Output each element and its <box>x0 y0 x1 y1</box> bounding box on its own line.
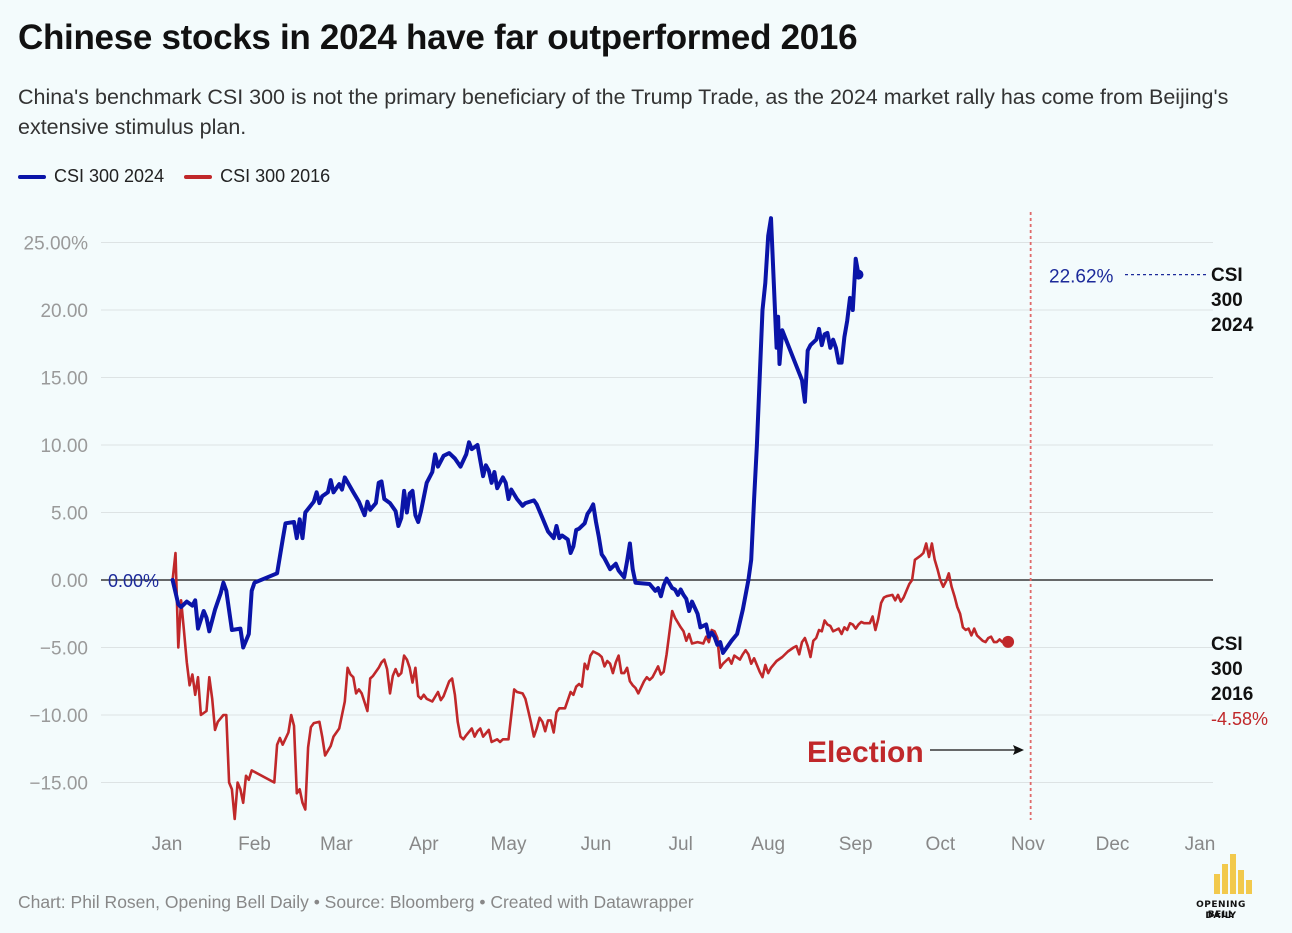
legend-item-2024: CSI 300 2024 <box>18 166 164 187</box>
chart-title: Chinese stocks in 2024 have far outperfo… <box>18 18 858 57</box>
end-label-2016: CSI <box>1211 634 1243 655</box>
election-label: Election <box>807 736 924 769</box>
end-value-2024: 22.62% <box>1049 267 1114 288</box>
end-label-2016: 2016 <box>1211 684 1253 705</box>
end-label-2024: 2024 <box>1211 315 1254 336</box>
y-tick-label: 25.00% <box>24 234 89 255</box>
series-line-2024 <box>170 216 861 655</box>
x-tick-label: Oct <box>926 834 956 855</box>
y-tick-label: −15.00 <box>29 774 88 795</box>
y-tick-label: −5.00 <box>40 639 88 660</box>
legend: CSI 300 2024 CSI 300 2016 <box>18 166 350 187</box>
end-label-2016: 300 <box>1211 659 1243 680</box>
logo-line1: OPENING BELL <box>1196 900 1246 920</box>
x-tick-label: Jan <box>152 834 183 855</box>
y-tick-label: 0.00 <box>51 571 88 592</box>
opening-bell-logo: OPENING BELL DAILY <box>1185 850 1257 925</box>
x-tick-label: Mar <box>320 834 353 855</box>
start-value-2024: 0.00% <box>108 571 159 591</box>
x-tick-label: Jul <box>669 834 693 855</box>
series-line-2016 <box>171 542 1010 821</box>
logo-line2: DAILY <box>1205 911 1237 921</box>
end-label-2024: 300 <box>1211 290 1243 311</box>
end-value-2016: -4.58% <box>1211 709 1268 729</box>
x-tick-label: Aug <box>751 834 785 855</box>
x-tick-label: Dec <box>1096 834 1130 855</box>
y-tick-label: 5.00 <box>51 504 88 525</box>
x-tick-label: Feb <box>238 834 271 855</box>
x-tick-label: Apr <box>409 834 439 855</box>
y-tick-label: 15.00 <box>40 369 88 390</box>
end-point-2016 <box>1002 635 1015 648</box>
legend-label-2016: CSI 300 2016 <box>220 166 331 186</box>
legend-swatch-2016 <box>184 174 213 179</box>
x-tick-label: May <box>491 834 527 855</box>
legend-swatch-2024 <box>18 174 46 179</box>
legend-item-2016: CSI 300 2016 <box>184 166 330 187</box>
legend-label-2024: CSI 300 2024 <box>54 166 165 186</box>
x-tick-label: Jan <box>1185 834 1216 855</box>
y-tick-label: −10.00 <box>29 706 88 727</box>
end-label-2024: CSI <box>1211 265 1243 286</box>
y-tick-label: 10.00 <box>40 436 88 457</box>
x-tick-label: Nov <box>1011 834 1045 855</box>
x-tick-label: Sep <box>839 834 873 855</box>
election-arrow-head <box>1013 745 1024 755</box>
y-tick-label: 20.00 <box>40 301 88 322</box>
end-point-2024 <box>853 269 864 280</box>
chart-subtitle: China's benchmark CSI 300 is not the pri… <box>18 85 1229 139</box>
bell-bars-icon <box>1214 854 1252 894</box>
x-tick-label: Jun <box>581 834 612 855</box>
chart-footer: Chart: Phil Rosen, Opening Bell Daily • … <box>18 892 694 912</box>
